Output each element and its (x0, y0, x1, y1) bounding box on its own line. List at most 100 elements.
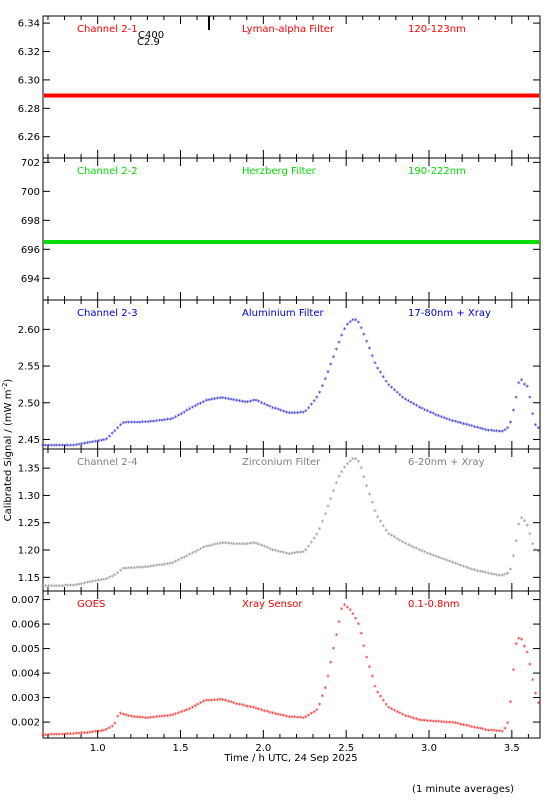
data-point: * (531, 411, 535, 419)
data-point: * (138, 419, 142, 427)
data-point: * (310, 401, 314, 409)
data-point: * (174, 711, 178, 719)
y-tick-label: 1.20 (18, 546, 40, 557)
data-point: * (127, 713, 131, 721)
y-tick-label: 0.005 (11, 644, 40, 655)
data-point: * (69, 583, 73, 591)
data-point: * (467, 723, 471, 731)
data-point: * (108, 575, 112, 583)
data-point: * (431, 411, 435, 419)
panel-goes: 0.002 0.003 0.004 0.005 0.006 0.007 GOES Xray S… (11, 590, 541, 754)
data-point: * (61, 731, 65, 739)
data-point: * (163, 561, 167, 569)
data-point: * (47, 732, 51, 740)
data-point: * (470, 567, 474, 575)
data-point: * (74, 442, 78, 450)
data-point: * (149, 419, 153, 427)
data-point: * (287, 410, 291, 418)
data-point: * (390, 706, 394, 714)
data-point: * (415, 716, 419, 724)
data-point: * (44, 583, 48, 591)
data-point: * (473, 724, 477, 732)
data-point: * (412, 544, 416, 552)
data-point: * (401, 394, 405, 402)
data-point: * (434, 718, 438, 726)
data-point: * (451, 418, 455, 426)
data-point: * (406, 714, 410, 722)
data-point: * (254, 705, 258, 713)
panel-filter-label: Xray Sensor (242, 599, 303, 610)
data-point: * (263, 544, 267, 552)
data-point: * (337, 339, 341, 347)
data-point: * (340, 333, 344, 341)
data-point: * (420, 548, 424, 556)
data-point: * (415, 403, 419, 411)
data-point: * (304, 547, 308, 555)
data-point: * (240, 702, 244, 710)
data-point: * (232, 541, 236, 549)
data-point: * (531, 541, 535, 549)
data-point: * (133, 419, 137, 427)
data-point: * (235, 701, 239, 709)
panel-frame (42, 15, 541, 159)
data-point: * (492, 571, 496, 579)
data-point: * (177, 710, 181, 718)
data-point: * (335, 632, 339, 640)
data-point: * (323, 511, 327, 519)
data-point: * (127, 565, 131, 573)
data-point: * (293, 714, 297, 722)
data-point: * (146, 419, 150, 427)
data-point: * (99, 577, 103, 585)
data-point: * (362, 474, 366, 482)
data-point: * (534, 547, 538, 555)
data-point: * (268, 404, 272, 412)
data-point: * (470, 724, 474, 732)
data-point: * (404, 396, 408, 404)
data-point: * (199, 400, 203, 408)
data-point: * (478, 425, 482, 433)
data-point: * (83, 440, 87, 448)
data-point: * (357, 320, 361, 328)
data-point: * (157, 714, 161, 722)
data-point: * (94, 729, 98, 737)
data-point: * (398, 392, 402, 400)
data-point: * (307, 405, 311, 413)
data-point: * (105, 436, 109, 444)
data-point: * (501, 428, 505, 436)
data-point: * (227, 698, 231, 706)
data-point: * (354, 616, 358, 624)
data-point: * (163, 417, 167, 425)
data-point: * (296, 714, 300, 722)
data-point: * (182, 708, 186, 716)
data-point: * (290, 550, 294, 558)
data-point: * (437, 555, 441, 563)
y-tick-label: 2.55 (18, 362, 40, 373)
data-point: * (462, 421, 466, 429)
data-point: * (514, 538, 518, 546)
data-point: * (52, 443, 56, 451)
data-point: * (232, 397, 236, 405)
data-point: * (478, 726, 482, 734)
data-point: * (517, 635, 521, 643)
data-point: * (152, 418, 156, 426)
data-point: * (141, 715, 145, 723)
data-point: * (456, 419, 460, 427)
data-point: * (442, 557, 446, 565)
data-point: * (384, 378, 388, 386)
x-tick-label: 3.5 (504, 743, 520, 754)
data-point: * (321, 693, 325, 701)
data-point: * (210, 542, 214, 550)
data-point: * (282, 713, 286, 721)
data-point: * (296, 550, 300, 558)
data-point: * (282, 409, 286, 417)
data-point: * (185, 408, 189, 416)
data-point: * (365, 483, 369, 491)
data-point: * (326, 504, 330, 512)
y-tick-label: 2.60 (18, 325, 40, 336)
data-point: * (512, 667, 516, 675)
data-point: * (91, 439, 95, 447)
data-point: * (440, 414, 444, 422)
data-point: * (525, 523, 529, 531)
data-point: * (61, 583, 65, 591)
data-point: * (124, 565, 128, 573)
